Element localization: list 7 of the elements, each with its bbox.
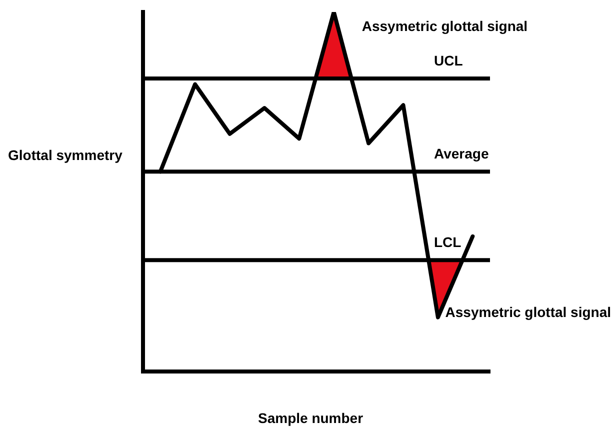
ref-line-label: LCL <box>434 234 462 250</box>
ref-line-label: Average <box>434 146 489 162</box>
annotation: Assymetric glottal signal <box>445 304 611 320</box>
ref-line-label: UCL <box>434 52 464 68</box>
x-axis-title: Sample number <box>258 410 364 426</box>
y-axis-title: Glottal symmetry <box>8 147 122 163</box>
annotation: Assymetric glottal signal <box>362 18 528 34</box>
